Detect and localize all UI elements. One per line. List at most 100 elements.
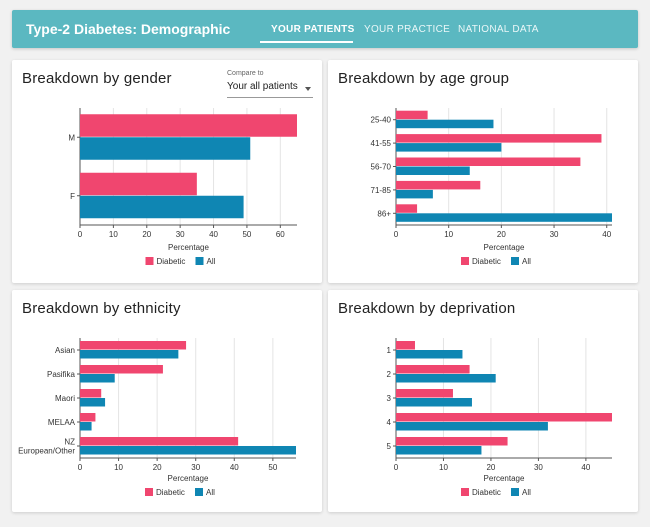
x-tick-label: 50 — [268, 463, 277, 472]
y-tick-label: Maori — [55, 394, 75, 403]
y-tick-label-line: European/Other — [18, 447, 75, 456]
y-tick-label-line: 2 — [387, 370, 392, 379]
x-tick-label: 10 — [109, 230, 118, 239]
deprivation-card: Breakdown by deprivation 0 10 20 30 40 1 2 3 4 5 P… — [328, 290, 638, 512]
y-tick-label-line: NZ — [64, 438, 75, 447]
top-bar: Type-2 Diabetes: Demographic YOUR PATIEN… — [12, 10, 638, 48]
bar-diabetic — [396, 389, 453, 398]
bar-diabetic — [396, 180, 481, 190]
y-tick-label: MELAA — [48, 418, 76, 427]
bar-diabetic — [396, 341, 415, 350]
deprivation-chart-title: Breakdown by deprivation — [338, 300, 516, 317]
y-tick-label: 2 — [387, 370, 392, 379]
y-tick-label: F — [70, 192, 75, 201]
bar-all — [396, 446, 482, 455]
compare-select-value: Your all patients — [227, 81, 298, 92]
bar-diabetic — [80, 341, 187, 350]
age-group-chart-title: Breakdown by age group — [338, 70, 510, 87]
legend-label: All — [206, 488, 215, 497]
y-tick-label: 41-55 — [371, 139, 392, 148]
bar-all — [396, 213, 612, 222]
y-tick-label-line: 71-85 — [371, 186, 392, 195]
y-tick-label-line: Pasifika — [47, 370, 76, 379]
legend-swatch — [195, 257, 204, 265]
app-title: Type-2 Diabetes: Demographic — [26, 21, 231, 37]
legend-label: Diabetic — [472, 257, 501, 266]
x-axis-title: Percentage — [484, 243, 525, 252]
x-tick-label: 30 — [191, 463, 200, 472]
bar-all — [396, 422, 548, 431]
bar-diabetic — [396, 437, 508, 446]
legend-swatch — [145, 488, 153, 496]
compare-label: Compare to — [227, 70, 264, 77]
y-tick-label-line: MELAA — [48, 418, 76, 427]
x-tick-label: 10 — [114, 463, 123, 472]
x-tick-label: 60 — [276, 230, 285, 239]
y-tick-label-line: 4 — [387, 418, 392, 427]
bar-diabetic — [80, 389, 102, 398]
bar-all — [396, 350, 463, 359]
x-tick-label: 50 — [242, 230, 251, 239]
tab-your-patients[interactable]: YOUR PATIENTS — [271, 24, 355, 35]
y-tick-label: 86+ — [377, 209, 391, 218]
x-tick-label: 20 — [142, 230, 151, 239]
legend-swatch — [511, 257, 519, 265]
tab-your-practice[interactable]: YOUR PRACTICE — [364, 24, 451, 35]
compare-select[interactable]: Your all patients — [227, 81, 313, 98]
x-tick-label: 10 — [444, 230, 453, 239]
x-axis-title: Percentage — [484, 474, 525, 483]
y-tick-label-line: 5 — [387, 442, 392, 451]
y-tick-label-line: 56-70 — [371, 163, 392, 172]
bar-diabetic — [396, 110, 428, 120]
y-tick-label: 3 — [387, 394, 392, 403]
active-tab-indicator — [260, 41, 353, 43]
x-axis-title: Percentage — [168, 243, 209, 252]
gender-chart-title: Breakdown by gender — [22, 70, 172, 87]
x-tick-label: 0 — [78, 230, 83, 239]
y-tick-label: 1 — [387, 346, 392, 355]
bar-diabetic — [80, 172, 197, 196]
x-tick-label: 10 — [439, 463, 448, 472]
x-tick-label: 40 — [230, 463, 239, 472]
legend-label: All — [522, 257, 531, 266]
y-tick-label: M — [68, 133, 75, 142]
bar-diabetic — [80, 114, 297, 137]
ethnicity-chart-title: Breakdown by ethnicity — [22, 300, 181, 317]
bar-diabetic — [396, 365, 470, 374]
x-tick-label: 20 — [486, 463, 495, 472]
bar-all — [80, 446, 296, 455]
legend-swatch — [511, 488, 519, 496]
legend-label: Diabetic — [472, 488, 501, 497]
legend-label: Diabetic — [156, 488, 185, 497]
bar-diabetic — [80, 365, 163, 374]
bar-all — [80, 374, 115, 383]
x-tick-label: 30 — [550, 230, 559, 239]
bar-diabetic — [396, 204, 418, 213]
tab-national-data[interactable]: NATIONAL DATA — [458, 24, 539, 35]
x-tick-label: 0 — [78, 463, 83, 472]
ethnicity-chart: 0 10 20 30 40 50 Asian Pasifika Maori MELAA NZ Euro… — [18, 338, 296, 497]
legend-swatch — [461, 488, 469, 496]
x-tick-label: 40 — [602, 230, 611, 239]
y-tick-label: Pasifika — [47, 370, 76, 379]
y-tick-label-line: 86+ — [377, 209, 391, 218]
legend-label: Diabetic — [157, 257, 186, 266]
bar-diabetic — [80, 437, 239, 446]
bar-diabetic — [80, 413, 96, 422]
bar-all — [396, 398, 472, 407]
y-tick-label: NZ European/Other — [18, 438, 75, 456]
age-group-chart: 0 10 20 30 40 25-40 41-55 56-70 71-85 86+ Percenta… — [371, 108, 612, 266]
y-tick-label-line: 1 — [387, 346, 392, 355]
y-tick-label-line: 3 — [387, 394, 392, 403]
bar-all — [396, 119, 494, 129]
y-tick-label: 4 — [387, 418, 392, 427]
bar-all — [396, 189, 433, 199]
bar-all — [80, 398, 106, 407]
legend-label: All — [207, 257, 216, 266]
legend-swatch — [461, 257, 469, 265]
bar-diabetic — [396, 157, 581, 166]
legend-label: All — [522, 488, 531, 497]
caret-down-icon — [305, 87, 311, 91]
y-tick-label: 5 — [387, 442, 392, 451]
y-tick-label-line: Maori — [55, 394, 75, 403]
